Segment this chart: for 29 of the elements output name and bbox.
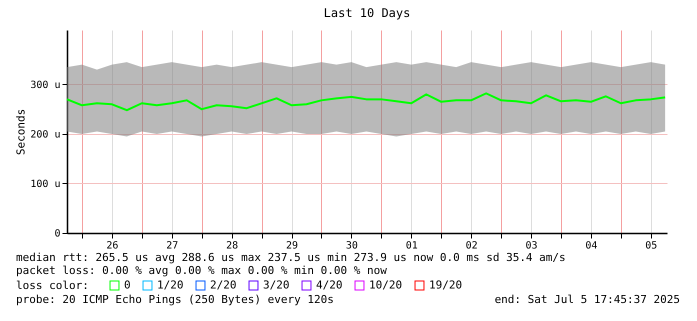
y-tick-label: 200 u [30, 129, 60, 140]
legend-label: 0 [124, 278, 131, 292]
chart-title: Last 10 Days [324, 6, 410, 20]
text: probe: 20 ICMP Echo Pings (250 Bytes) every 120s [16, 293, 334, 306]
legend-title: loss color: [16, 279, 89, 292]
x-tick-label: 01 [406, 240, 418, 252]
legend-label: 4/20 [316, 278, 342, 292]
legend-label: 1/20 [157, 278, 184, 292]
y-tick-label: 0 [54, 228, 60, 240]
line-series [66, 92, 666, 112]
x-tick-label: 04 [585, 240, 598, 252]
legend-label: 2/20 [210, 278, 236, 292]
text: median rtt: 265.5 us avg 288.6 us max 237.5 us min 273.9 us now 0.0 ms sd 35.4 am/s [16, 251, 566, 264]
x-tick-label: 02 [466, 240, 478, 252]
text: end: Sat Jul 5 17:45:37 2025 [494, 293, 680, 306]
x-tick-label: 30 [346, 240, 358, 252]
y-axis-title: Seconds [14, 108, 28, 156]
y-tick-label: 300 u [30, 80, 60, 91]
x-tick-label: 03 [526, 240, 538, 252]
x-tick-label: 29 [286, 240, 298, 252]
y-tick-label: 100 u [30, 178, 60, 190]
legend-label: 3/20 [263, 278, 290, 292]
x-tick-label: 28 [226, 240, 238, 252]
legend-label: 10/20 [369, 278, 402, 292]
x-tick-label: 27 [166, 240, 178, 252]
text: packet loss: 0.00 % avg 0.00 % max 0.00 % min 0.00 % now [16, 264, 388, 277]
legend-label: 19/20 [429, 278, 462, 292]
x-tick-label: 05 [645, 240, 658, 252]
x-tick-label: 26 [106, 240, 118, 252]
